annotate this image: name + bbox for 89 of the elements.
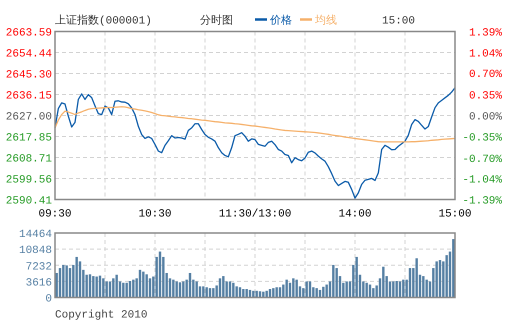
bar	[95, 276, 98, 298]
bar	[382, 266, 385, 298]
y-tick-label: 2645.30	[6, 69, 52, 82]
x-tick-label: 10:30	[138, 208, 172, 220]
bar	[115, 274, 118, 298]
bar	[305, 281, 308, 298]
bar	[325, 284, 328, 298]
y-tick-label: 2663.59	[6, 28, 52, 40]
bar	[102, 278, 105, 298]
bar	[272, 288, 275, 298]
y-tick-label: 0	[45, 294, 52, 306]
bar	[452, 239, 455, 298]
y2-tick-label: 0.35%	[468, 90, 502, 102]
bar	[402, 280, 405, 298]
bar	[145, 274, 148, 298]
bar	[112, 278, 115, 298]
bar	[295, 280, 298, 298]
y2-tick-label: 0.00%	[468, 112, 502, 124]
y-tick-label: 2608.71	[6, 153, 52, 166]
bar	[315, 288, 318, 298]
y2-tick-label: -1.39%	[462, 196, 502, 208]
bar	[322, 286, 325, 298]
bar	[345, 281, 348, 298]
y2-tick-label: -0.35%	[462, 132, 502, 145]
bar	[232, 282, 235, 298]
bar	[365, 282, 368, 298]
chart-title: 上证指数(000001)	[55, 14, 152, 28]
bar	[332, 264, 335, 298]
y-tick-label: 3616	[26, 277, 52, 290]
bar	[75, 256, 78, 298]
bar	[195, 281, 198, 298]
bar	[395, 281, 398, 298]
bar	[265, 290, 268, 298]
y2-tick-label: 1.04%	[468, 48, 502, 61]
bar	[255, 290, 258, 298]
y-tick-label: 2636.15	[6, 90, 52, 102]
y-tick-label: 14464	[18, 229, 52, 241]
bar	[445, 255, 448, 298]
bar	[202, 286, 205, 298]
bar	[222, 276, 225, 298]
y-tick-label: 2627.00	[6, 112, 52, 124]
bar	[205, 287, 208, 298]
bar	[92, 276, 95, 298]
bar	[355, 256, 358, 298]
x-tick-label: 11:30/13:00	[218, 208, 292, 220]
bar	[285, 280, 288, 298]
bar	[252, 290, 255, 298]
bar	[125, 282, 128, 298]
y2-tick-label: 0.70%	[468, 69, 502, 82]
y-tick-label: 2599.56	[6, 174, 52, 186]
bar	[335, 268, 338, 298]
bar	[422, 276, 425, 298]
bar	[392, 281, 395, 298]
x-tick-label: 14:00	[338, 208, 372, 220]
y2-tick-label: -1.04%	[462, 174, 502, 186]
x-tick-label: 15:00	[438, 208, 472, 220]
bar	[435, 261, 438, 298]
bar	[242, 289, 245, 298]
bar	[415, 258, 418, 298]
chart-subtitle: 分时图	[200, 14, 233, 28]
y-tick-label: 2617.85	[6, 132, 52, 145]
y2-tick-label: -0.70%	[462, 154, 502, 166]
bar	[62, 264, 65, 298]
bar	[292, 278, 295, 298]
bar	[212, 288, 215, 298]
bar	[65, 265, 68, 298]
bar	[172, 280, 175, 298]
bar	[275, 287, 278, 298]
bar	[132, 280, 135, 298]
legend-label: 价格	[269, 14, 292, 28]
text: 15:00	[382, 16, 416, 28]
y-tick-label: 2654.44	[6, 48, 52, 61]
bar	[142, 272, 145, 298]
y-tick-label: 7232	[26, 261, 52, 274]
x-tick-label: 09:30	[38, 208, 72, 220]
y-tick-label: 10848	[18, 245, 52, 258]
bar	[105, 281, 108, 298]
bar	[245, 289, 248, 298]
y2-tick-label: 1.39%	[468, 28, 502, 40]
legend-label: 均线	[314, 14, 337, 28]
text: Copyright 2010	[55, 310, 148, 322]
bar	[122, 282, 125, 298]
bar	[372, 288, 375, 298]
bar	[262, 292, 265, 298]
bar	[425, 280, 428, 298]
bar	[235, 286, 238, 298]
bar	[182, 281, 185, 298]
y-tick-label: 2590.41	[6, 196, 52, 208]
bar	[175, 281, 178, 298]
